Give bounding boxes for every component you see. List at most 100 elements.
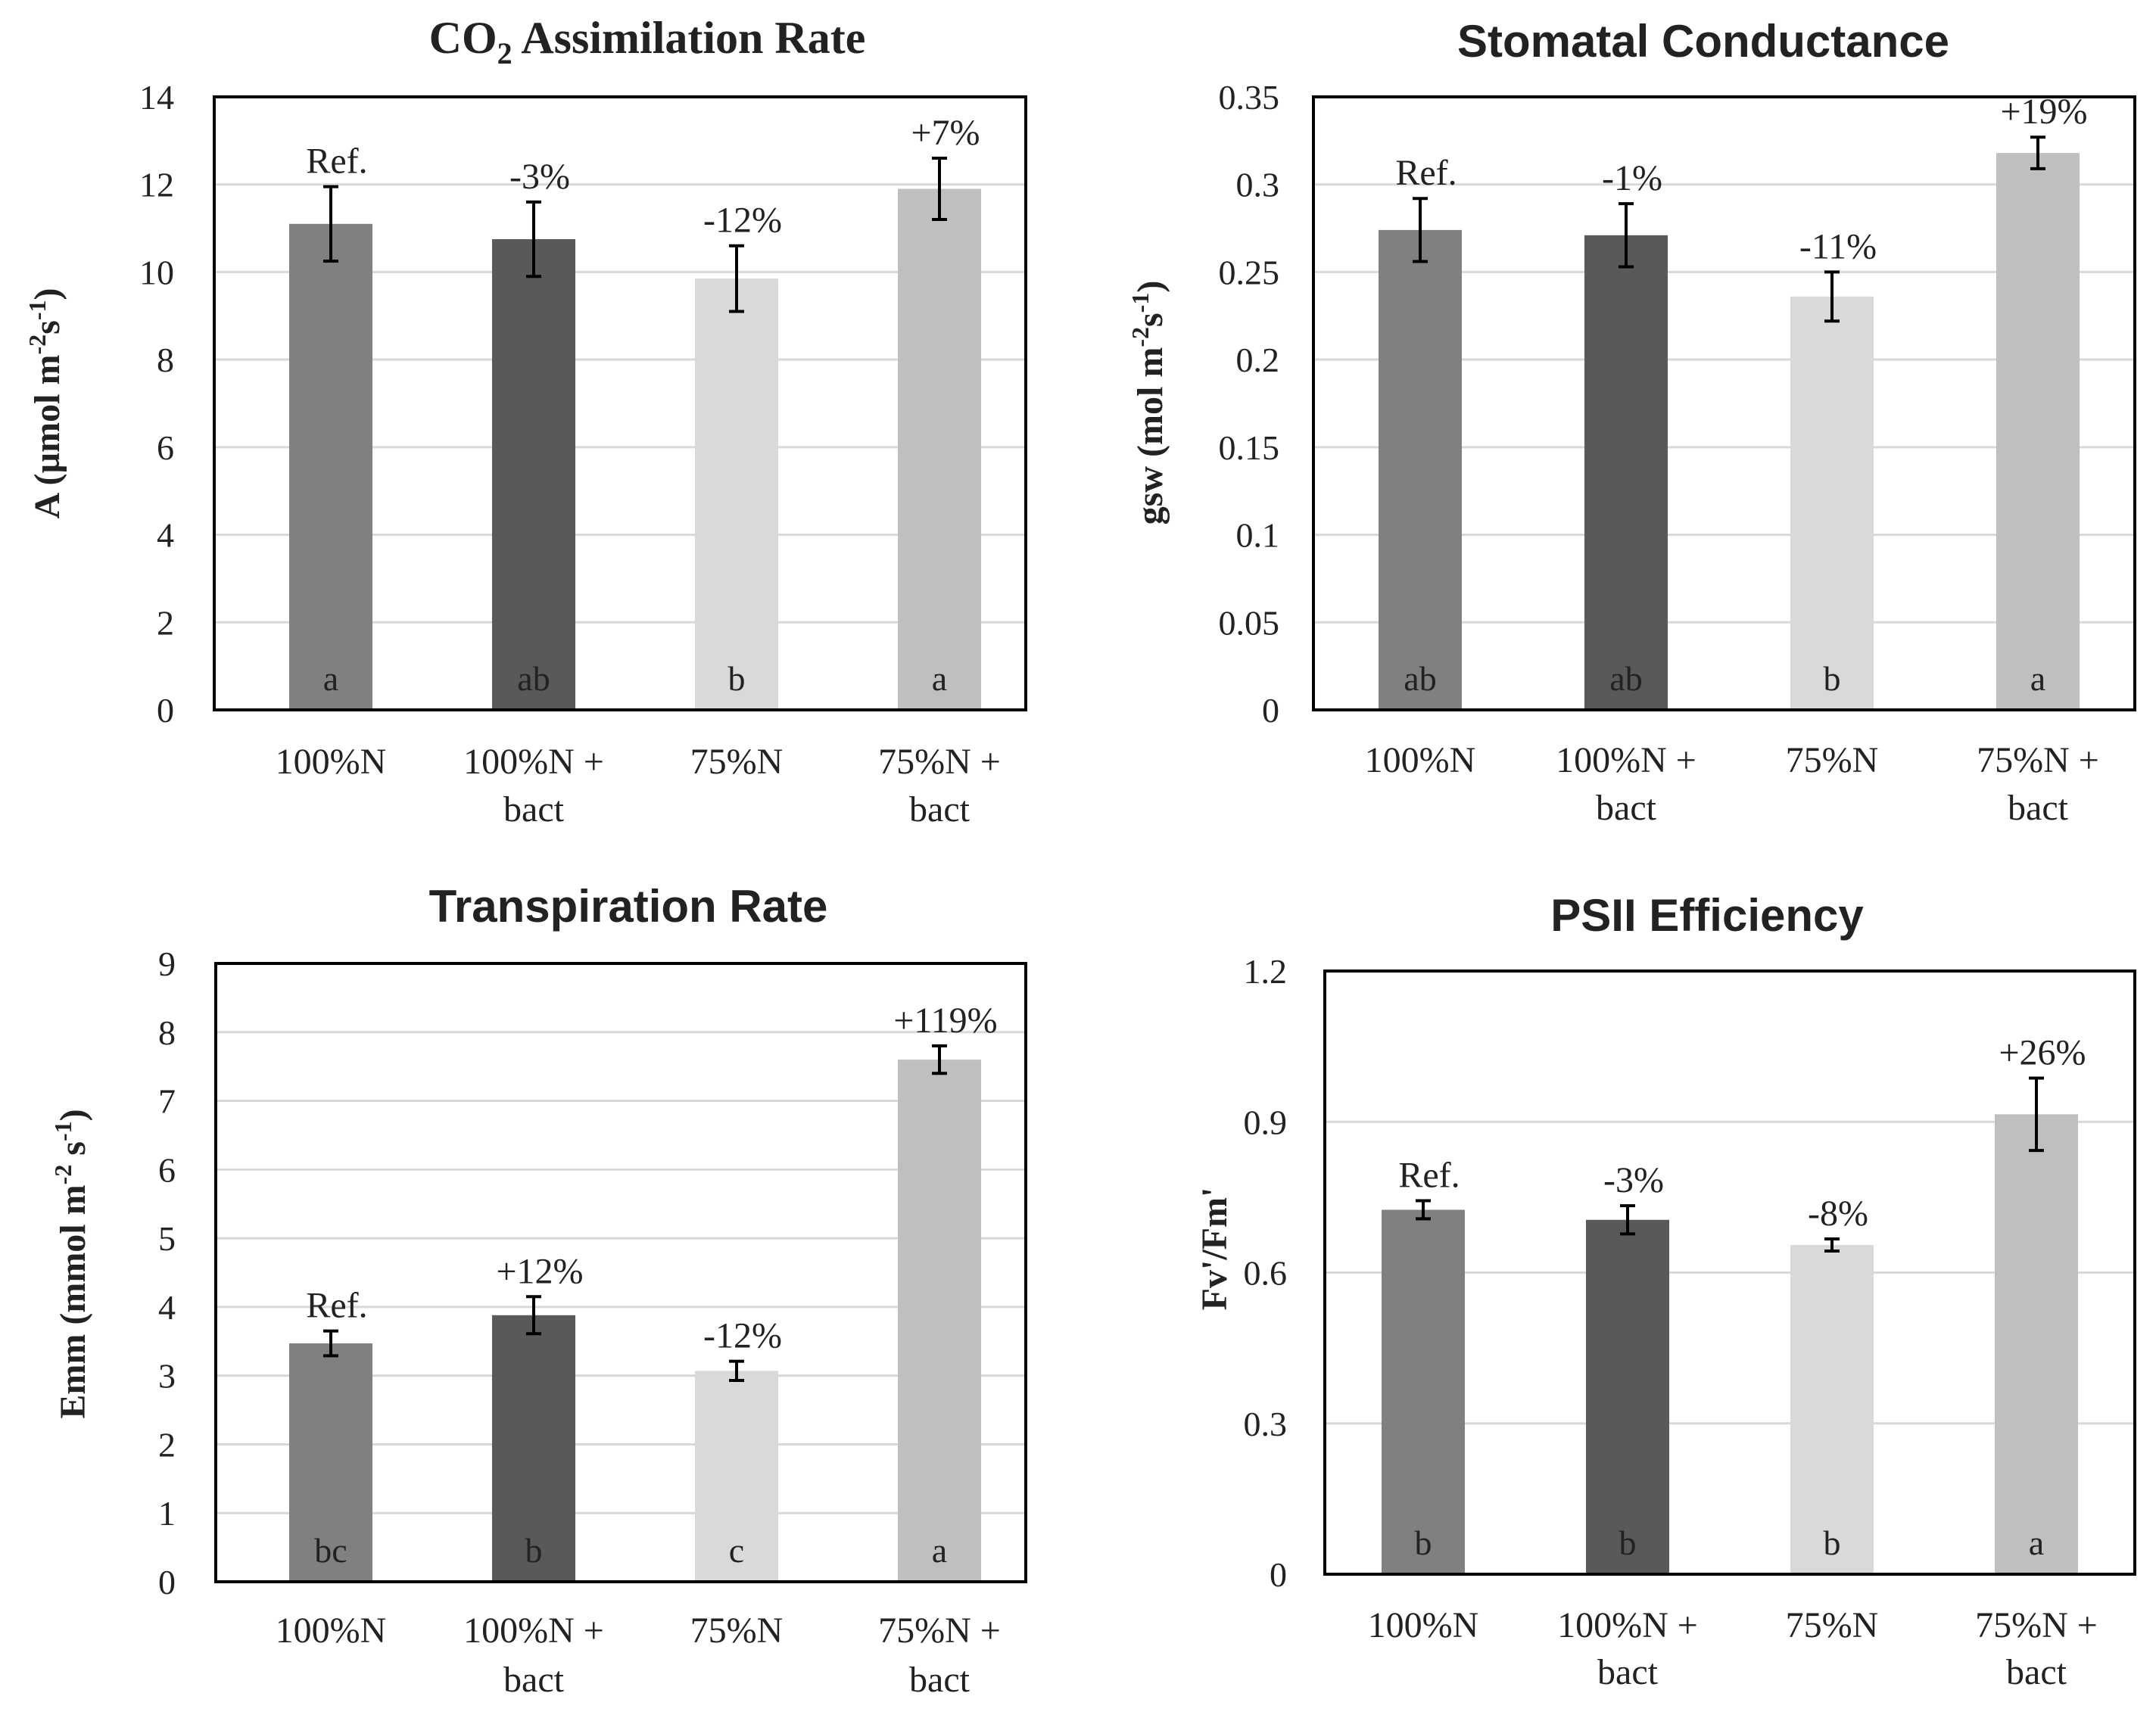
y-tick-label: 0.6 xyxy=(1244,1254,1288,1293)
x-category-label: 75%N xyxy=(1786,1605,1879,1645)
y-tick-label: 0.3 xyxy=(1236,166,1280,204)
y-tick-label: 4 xyxy=(158,1288,176,1327)
y-tick-label: 6 xyxy=(158,1150,176,1189)
transpiration-rate-chart: Transpiration Rate Emm (mmol m-2 s-1) 0 1… xyxy=(49,881,1027,1700)
y-tick-label: 9 xyxy=(158,945,176,983)
percent-change-label: -1% xyxy=(1602,158,1662,198)
bar xyxy=(695,279,778,710)
percent-change-label: Ref. xyxy=(1398,1156,1460,1196)
y-tick-label: 0 xyxy=(1270,1555,1287,1594)
plot-frame xyxy=(1312,95,2136,711)
significance-letter: ab xyxy=(517,659,550,698)
y-tick-label: 0.15 xyxy=(1219,428,1280,467)
percent-change-label: -12% xyxy=(703,1316,782,1356)
x-category-label: 75%N + xyxy=(878,742,1001,782)
x-category-label: 75%N xyxy=(690,1611,784,1651)
significance-letter: c xyxy=(729,1531,744,1570)
y-tick-label: 0 xyxy=(157,691,174,730)
co2-assimilation-chart: CO2 Assimilation Rate A (µmol m-2s-1) 0 2… xyxy=(23,13,1027,829)
x-category-label: 100%N xyxy=(276,1611,387,1651)
x-category-label: 100%N xyxy=(1365,740,1476,780)
bar xyxy=(492,1315,575,1582)
significance-letter: b xyxy=(1824,1523,1841,1562)
y-tick-label: 0.35 xyxy=(1219,78,1280,117)
psii-efficiency-chart: PSII Efficiency Fv'/Fm' 0 0.3 0.6 0.9 1.2 Ref… xyxy=(1195,890,2136,1692)
significance-letter: a xyxy=(932,1531,947,1570)
x-category-label: bact xyxy=(1596,788,1657,828)
y-tick-label: 8 xyxy=(157,341,174,379)
percent-change-label: Ref. xyxy=(306,1286,367,1326)
bar xyxy=(492,239,575,710)
significance-letter: ab xyxy=(1609,659,1642,698)
x-category-label: bact xyxy=(909,1660,971,1700)
y-tick-label: 0.3 xyxy=(1244,1405,1288,1443)
significance-letter: a xyxy=(323,659,338,698)
significance-letter: a xyxy=(2030,659,2045,698)
percent-change-label: Ref. xyxy=(1395,153,1457,193)
y-tick-label: 0.2 xyxy=(1236,341,1280,379)
chart-title: CO2 Assimilation Rate xyxy=(429,13,866,70)
significance-letter: a xyxy=(2029,1523,2044,1562)
y-tick-label: 0 xyxy=(1262,691,1279,730)
bar xyxy=(1790,1244,1874,1574)
y-tick-label: 6 xyxy=(157,428,174,467)
plot-frame xyxy=(213,95,1027,711)
plot-frame xyxy=(214,962,1027,1583)
plot-area: 0 0.3 0.6 0.9 1.2 Ref. b 100%N -3% b 100%N + bact -8… xyxy=(1244,952,2136,1692)
y-tick-label: 2 xyxy=(157,603,174,642)
significance-letter: b xyxy=(728,659,746,698)
x-category-label: bact xyxy=(503,1660,565,1700)
x-category-label: bact xyxy=(1597,1652,1659,1692)
y-tick-label: 2 xyxy=(158,1425,176,1464)
bar xyxy=(1586,1219,1669,1574)
x-category-label: bact xyxy=(503,789,565,829)
x-category-label: 75%N xyxy=(690,742,784,782)
y-axis-label: Fv'/Fm' xyxy=(1195,1187,1235,1311)
x-category-label: 75%N + xyxy=(878,1611,1001,1651)
percent-change-label: +12% xyxy=(496,1251,583,1291)
y-tick-label: 0.05 xyxy=(1219,603,1280,642)
significance-letter: a xyxy=(932,659,947,698)
bar xyxy=(1584,235,1668,710)
bar xyxy=(1379,229,1462,710)
y-tick-label: 12 xyxy=(139,166,174,204)
percent-change-label: +26% xyxy=(1999,1032,2086,1072)
y-tick-label: 3 xyxy=(158,1357,176,1396)
significance-letter: ab xyxy=(1404,659,1436,698)
y-tick-label: 0.1 xyxy=(1236,516,1280,555)
y-axis-label: Emm (mmol m-2 s-1) xyxy=(49,1109,93,1418)
percent-change-label: -3% xyxy=(509,157,570,197)
percent-change-label: -3% xyxy=(1603,1160,1664,1200)
y-tick-label: 1.2 xyxy=(1244,952,1288,991)
y-tick-label: 0.25 xyxy=(1219,253,1280,291)
chart-title: PSII Efficiency xyxy=(1550,890,1864,941)
percent-change-label: -12% xyxy=(703,201,782,241)
x-category-label: bact xyxy=(2006,1652,2067,1692)
percent-change-label: -11% xyxy=(1799,226,1877,266)
significance-letter: bc xyxy=(314,1531,347,1570)
percent-change-label: -8% xyxy=(1808,1194,1868,1234)
y-tick-label: 14 xyxy=(139,78,174,117)
plot-area: 00.050.10.150.20.250.30.35Ref.ab100%N-1%… xyxy=(1219,78,2136,828)
plot-frame xyxy=(1323,969,2136,1576)
x-category-label: bact xyxy=(2008,788,2069,828)
percent-change-label: +119% xyxy=(893,1001,997,1041)
y-tick-label: 0.9 xyxy=(1244,1103,1288,1141)
y-tick-label: 7 xyxy=(158,1082,176,1121)
significance-letter: b xyxy=(1824,659,1841,698)
y-tick-label: 1 xyxy=(158,1494,176,1533)
y-axis-label: A (µmol m-2s-1) xyxy=(23,288,67,519)
percent-change-label: Ref. xyxy=(306,142,367,182)
x-category-label: 75%N + xyxy=(1977,740,2099,780)
bar xyxy=(898,188,981,710)
y-tick-label: 0 xyxy=(158,1563,176,1601)
y-axis-label: gsw (mol m-2s-1) xyxy=(1126,281,1170,525)
percent-change-label: +7% xyxy=(911,113,980,153)
bar xyxy=(695,1371,778,1582)
significance-letter: b xyxy=(1415,1523,1432,1562)
bar xyxy=(289,223,372,710)
plot-area: 0 1 2 3 4 5 6 7 8 9 Ref. bc 100%N +12% b 100%N + bact -12… xyxy=(158,945,1027,1700)
percent-change-label: +19% xyxy=(2000,92,2087,132)
